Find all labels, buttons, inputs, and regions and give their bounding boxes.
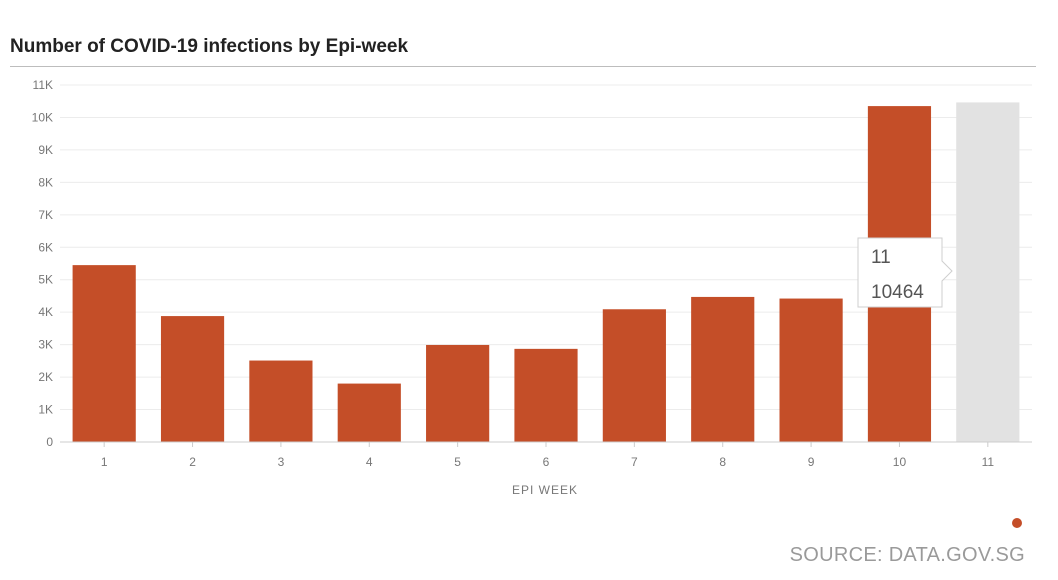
y-axis-ticks: 0 1K 2K 3K 4K 5K 6K 7K 8K 9K 10K 11K xyxy=(32,78,54,449)
bar-week-2[interactable] xyxy=(160,316,225,442)
x-tick-label: 2 xyxy=(189,455,196,469)
chart-title: Number of COVID-19 infections by Epi-wee… xyxy=(10,36,409,57)
bar-week-8[interactable] xyxy=(691,296,755,442)
bar-week-3[interactable] xyxy=(249,360,313,442)
x-tick-label: 7 xyxy=(631,455,638,469)
tooltip: 11 10464 xyxy=(857,237,953,308)
y-tick-label: 3K xyxy=(38,338,53,352)
source-credit: SOURCE: DATA.GOV.SG xyxy=(789,544,1025,566)
tooltip-label: 11 xyxy=(871,247,891,268)
bar-week-1[interactable] xyxy=(72,265,136,442)
bar-week-4[interactable] xyxy=(337,383,401,442)
x-tick-label: 9 xyxy=(808,455,815,469)
y-tick-label: 9K xyxy=(38,143,53,157)
tooltip-value: 10464 xyxy=(871,282,924,303)
y-tick-label: 10K xyxy=(32,110,53,124)
x-tick-label: 10 xyxy=(893,455,907,469)
y-tick-label: 5K xyxy=(38,273,53,287)
x-axis-ticks: 1 2 3 4 5 6 7 8 9 10 11 xyxy=(101,442,995,469)
x-tick-label: 4 xyxy=(366,455,373,469)
indicator-dot xyxy=(1012,518,1022,528)
bar-week-9[interactable] xyxy=(779,298,843,442)
title-divider xyxy=(10,66,1036,67)
bar-week-6[interactable] xyxy=(514,348,578,442)
bar-week-7[interactable] xyxy=(602,309,666,442)
x-tick-label: 6 xyxy=(543,455,550,469)
x-tick-label: 8 xyxy=(719,455,726,469)
y-tick-label: 0 xyxy=(46,435,53,449)
y-tick-label: 2K xyxy=(38,370,53,384)
x-tick-label: 11 xyxy=(982,455,995,469)
y-tick-label: 4K xyxy=(38,305,53,319)
bar-week-11[interactable] xyxy=(956,102,1020,443)
y-tick-label: 8K xyxy=(38,175,53,189)
bars xyxy=(72,102,1020,443)
x-tick-label: 3 xyxy=(278,455,285,469)
y-tick-label: 11K xyxy=(33,78,53,92)
y-tick-label: 1K xyxy=(38,403,53,417)
bar-week-5[interactable] xyxy=(426,344,490,442)
x-tick-label: 5 xyxy=(454,455,461,469)
y-tick-label: 7K xyxy=(38,208,53,222)
x-axis-label: EPI WEEK xyxy=(512,483,578,497)
tooltip-box xyxy=(857,237,953,308)
y-tick-label: 6K xyxy=(38,240,53,254)
x-tick-label: 1 xyxy=(101,455,108,469)
